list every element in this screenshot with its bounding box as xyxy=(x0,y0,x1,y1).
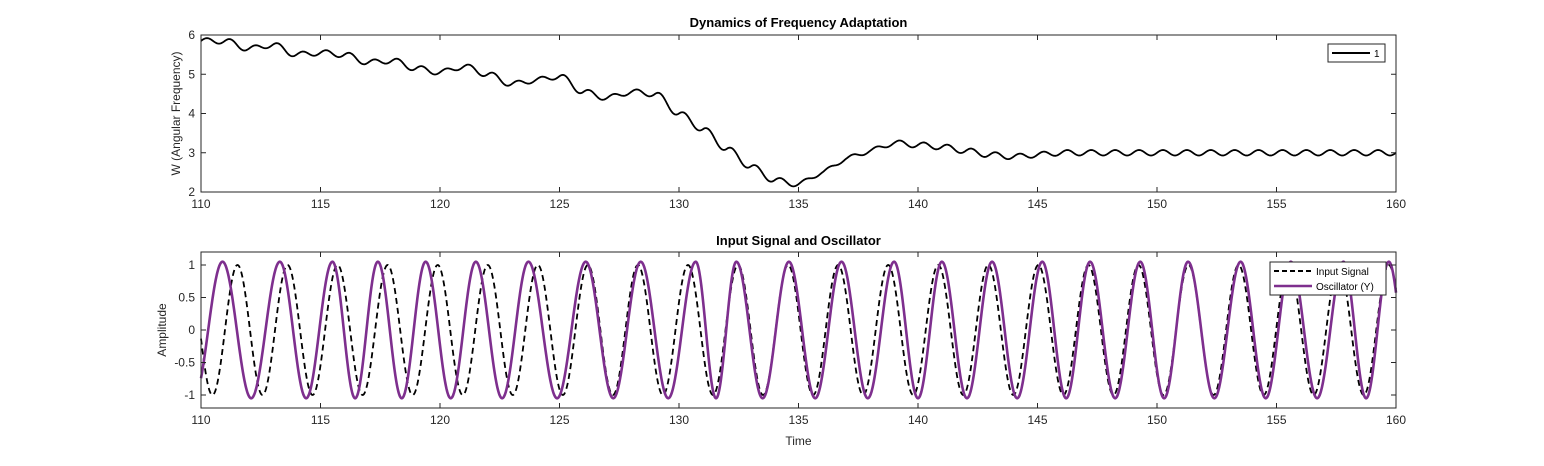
signal-legend-box xyxy=(1269,261,1387,296)
signal-x-tick-label: 135 xyxy=(788,413,808,427)
oscillator-line xyxy=(199,260,1398,400)
frequency-x-tick-label: 110 xyxy=(191,197,210,211)
frequency-chart-title: Dynamics of Frequency Adaptation xyxy=(690,15,908,30)
signal-axes: 110 115 120 125 130 135 140 145 150 155 160 -1 -0.5 0… xyxy=(155,233,1406,448)
frequency-x-tick-label: 145 xyxy=(1027,197,1047,211)
signal-chart-title: Input Signal and Oscillator xyxy=(716,233,881,248)
frequency-y-axis-label: W (Angular Frequency) xyxy=(169,51,183,175)
signal-y-tick-label: 1 xyxy=(188,258,195,272)
frequency-y-tick-label: 5 xyxy=(188,67,195,81)
frequency-x-tick-label: 130 xyxy=(669,197,689,211)
signal-plot-area xyxy=(201,252,1396,408)
signal-x-tick-label: 160 xyxy=(1386,413,1406,427)
frequency-y-tick-label: 6 xyxy=(188,28,195,42)
signal-legend: Input Signal Oscillator (Y) xyxy=(1269,261,1387,296)
frequency-axes: 110 115 120 125 130 135 140 145 150 155 160 2 3 4 5 6 D… xyxy=(169,15,1406,211)
frequency-x-tick-label: 120 xyxy=(430,197,450,211)
frequency-x-tick-label: 115 xyxy=(311,197,330,211)
signal-x-tick-label: 145 xyxy=(1027,413,1047,427)
frequency-legend: 1 xyxy=(1327,43,1386,63)
frequency-ticks: 110 115 120 125 130 135 140 145 150 155 160 2 3 4 5 6 xyxy=(188,28,1406,211)
signal-x-tick-label: 155 xyxy=(1266,413,1286,427)
frequency-plot-area xyxy=(201,35,1396,192)
frequency-lines xyxy=(200,37,1397,188)
signal-x-tick-label: 150 xyxy=(1147,413,1167,427)
signal-y-tick-label: 0.5 xyxy=(178,291,195,305)
frequency-x-tick-label: 125 xyxy=(549,197,569,211)
frequency-x-tick-label: 155 xyxy=(1266,197,1286,211)
signal-ticks: 110 115 120 125 130 135 140 145 150 155 160 -1 -0.5 0… xyxy=(174,252,1406,427)
oscillator-legend-label: Oscillator (Y) xyxy=(1316,282,1374,293)
signal-x-tick-label: 115 xyxy=(311,413,330,427)
signal-x-axis-label: Time xyxy=(785,434,812,448)
frequency-y-tick-label: 2 xyxy=(188,185,195,199)
signal-y-tick-label: -0.5 xyxy=(174,356,195,370)
frequency-series-line xyxy=(200,37,1397,188)
signal-lines xyxy=(199,260,1398,400)
signal-x-tick-label: 140 xyxy=(908,413,928,427)
frequency-y-tick-label: 3 xyxy=(188,146,195,160)
signal-y-tick-label: -1 xyxy=(184,388,195,402)
frequency-legend-label: 1 xyxy=(1374,49,1380,60)
signal-y-axis-label: Amplitude xyxy=(155,303,169,357)
signal-x-tick-label: 120 xyxy=(430,413,450,427)
signal-x-tick-label: 110 xyxy=(191,413,210,427)
frequency-x-tick-label: 150 xyxy=(1147,197,1167,211)
frequency-y-tick-label: 4 xyxy=(188,107,195,121)
frequency-x-tick-label: 160 xyxy=(1386,197,1406,211)
signal-y-tick-label: 0 xyxy=(188,323,195,337)
input-signal-legend-label: Input Signal xyxy=(1316,267,1369,278)
signal-x-tick-label: 125 xyxy=(549,413,569,427)
signal-x-tick-label: 130 xyxy=(669,413,689,427)
frequency-x-tick-label: 135 xyxy=(788,197,808,211)
frequency-x-tick-label: 140 xyxy=(908,197,928,211)
